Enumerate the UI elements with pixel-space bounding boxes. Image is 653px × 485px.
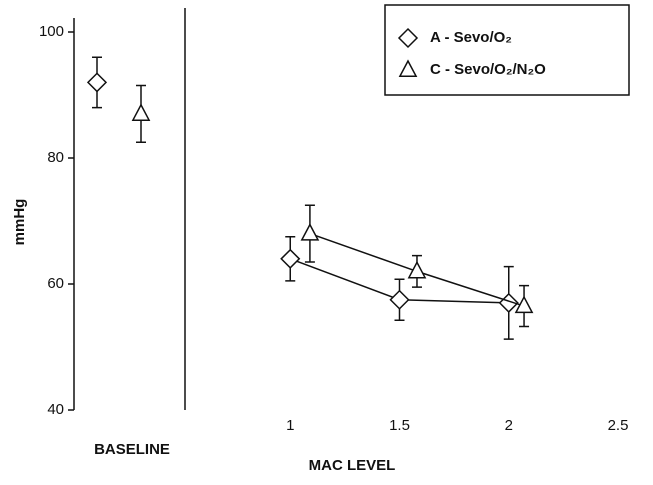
legend-label: A - Sevo/O₂ — [430, 29, 512, 46]
data-point — [407, 260, 427, 279]
legend-marker — [397, 27, 419, 49]
y-axis-label: mmHg — [11, 199, 28, 246]
baseline-point — [131, 103, 151, 121]
baseline-point — [86, 72, 108, 93]
legend — [384, 4, 630, 96]
data-point — [514, 295, 534, 314]
data-point — [300, 222, 320, 241]
x-tick-label: 2.5 — [608, 417, 629, 434]
y-tick-label: 80 — [47, 149, 64, 166]
y-tick-label: 40 — [47, 401, 64, 418]
x-axis-label: MAC LEVEL — [309, 457, 396, 474]
baseline-label: BASELINE — [94, 441, 170, 458]
x-tick-label: 2 — [505, 417, 513, 434]
data-point — [280, 248, 301, 269]
legend-marker — [398, 59, 418, 78]
x-tick-label: 1 — [286, 417, 294, 434]
y-tick-label: 100 — [39, 23, 64, 40]
data-point — [389, 289, 410, 310]
y-tick-label: 60 — [47, 275, 64, 292]
legend-label: C - Sevo/O₂/N₂O — [430, 61, 546, 78]
x-tick-label: 1.5 — [389, 417, 410, 434]
